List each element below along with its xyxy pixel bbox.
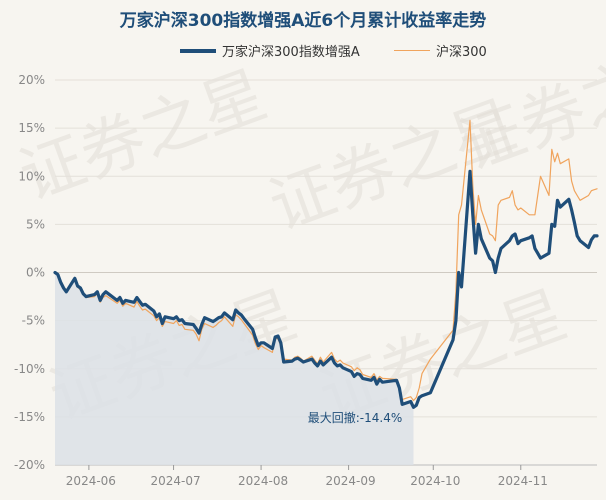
series-line-index xyxy=(54,119,598,402)
x-tick-label: 2024-10 xyxy=(410,474,460,488)
max-drawdown-area xyxy=(55,272,414,465)
chart-title: 万家沪深300指数增强A近6个月累计收益率走势 xyxy=(119,11,487,31)
x-tick-label: 2024-07 xyxy=(150,474,200,488)
series-line-fund xyxy=(53,169,599,409)
legend-item-fund: 万家沪深300指数增强A xyxy=(180,41,360,60)
legend: 万家沪深300指数增强A 沪深300 xyxy=(0,41,606,61)
y-tick-label: -5% xyxy=(22,314,45,328)
y-tick-label: -15% xyxy=(14,410,45,424)
y-tick-label: -20% xyxy=(14,458,45,472)
y-tick-label: 5% xyxy=(26,217,45,231)
max-drawdown-label: 最大回撤:-14.4% xyxy=(308,410,403,425)
legend-item-index: 沪深300 xyxy=(394,41,487,60)
y-tick-label: 10% xyxy=(18,169,45,183)
y-tick-label: 0% xyxy=(26,266,45,280)
x-tick-label: 2024-06 xyxy=(66,474,116,488)
x-tick-label: 2024-09 xyxy=(326,474,376,488)
y-tick-label: 20% xyxy=(18,73,45,87)
x-tick-label: 2024-11 xyxy=(498,474,548,488)
watermark-text: 证券之星 xyxy=(10,58,276,215)
legend-label-index: 沪深300 xyxy=(436,45,487,60)
y-tick-label: 15% xyxy=(18,121,45,135)
watermark-text: 证券之星 xyxy=(450,28,606,185)
legend-swatch-fund xyxy=(180,48,216,53)
x-tick-label: 2024-08 xyxy=(238,474,288,488)
y-tick-label: -10% xyxy=(14,362,45,376)
legend-label-fund: 万家沪深300指数增强A xyxy=(222,45,360,60)
legend-swatch-index xyxy=(394,49,430,52)
